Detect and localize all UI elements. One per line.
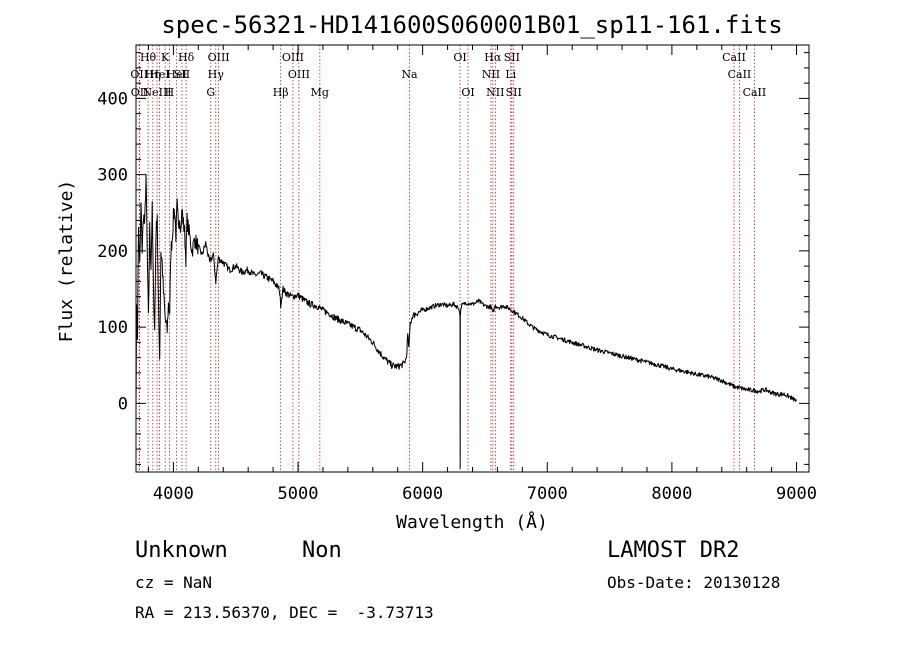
chart-title: spec-56321-HD141600S060001B01_sp11-161.f…	[161, 11, 782, 39]
line-label-10: Hδ	[178, 51, 195, 64]
line-label-8: HeI	[166, 68, 186, 81]
spectral-line-labels: OIIOIIHθHηNeIIIHeIKHHeISIIHδGHγOIIIHβOII…	[130, 51, 766, 99]
y-tick-label: 400	[97, 89, 128, 109]
line-label-24: Li	[505, 68, 516, 81]
spectrum-line	[135, 173, 797, 469]
line-label-26: SII	[506, 86, 522, 99]
subclass-label: Non	[302, 538, 342, 563]
line-label-1: OII	[131, 86, 149, 99]
spectral-line-markers	[138, 45, 755, 472]
line-label-9: SII	[174, 68, 190, 81]
line-label-27: CaII	[722, 51, 746, 64]
y-tick-label: 0	[118, 394, 128, 414]
class-label: Unknown	[135, 538, 228, 563]
line-label-19: OI	[453, 51, 466, 64]
y-axis-label: Flux (relative)	[56, 180, 77, 343]
line-label-4: NeIII	[142, 86, 171, 99]
x-axis-label: Wavelength (Å)	[396, 511, 548, 533]
y-tick-label: 200	[97, 242, 128, 262]
line-label-13: OIII	[208, 51, 230, 64]
survey-label: LAMOST DR2	[607, 538, 740, 563]
line-label-25: SII	[504, 51, 520, 64]
line-label-16: OIII	[288, 68, 310, 81]
line-label-23: NII	[486, 86, 504, 99]
line-label-15: OIII	[282, 51, 304, 64]
x-tick-label: 4000	[153, 484, 194, 504]
y-axis-ticks: 0 100 200 300 400	[97, 52, 809, 465]
plot-frame	[135, 44, 810, 473]
x-tick-label: 9000	[776, 484, 817, 504]
coordinates: RA = 213.56370, DEC = -3.73713	[135, 603, 434, 622]
line-label-28: CaII	[728, 68, 752, 81]
line-label-17: Mg	[311, 86, 329, 99]
line-label-3: Hη	[145, 68, 161, 81]
x-tick-label: 8000	[651, 484, 692, 504]
line-label-18: Na	[401, 68, 418, 81]
cz-value: cz = NaN	[135, 573, 213, 592]
x-tick-label: 5000	[278, 484, 319, 504]
y-tick-label: 100	[97, 318, 128, 338]
line-label-20: OI	[461, 86, 474, 99]
line-label-22: Hα	[484, 51, 502, 64]
line-label-12: Hγ	[208, 68, 225, 81]
x-axis-ticks: 4000 5000 6000 7000 8000 9000	[147, 45, 817, 504]
line-label-0: OII	[130, 68, 148, 81]
line-label-29: CaII	[743, 86, 767, 99]
line-label-2: Hθ	[140, 51, 157, 64]
line-label-5: HeI	[149, 68, 169, 81]
x-tick-label: 6000	[402, 484, 443, 504]
obs-date: Obs-Date: 20130128	[607, 573, 781, 592]
x-tick-label: 7000	[527, 484, 568, 504]
line-label-7: H	[165, 86, 175, 99]
spectrum-series	[135, 173, 797, 469]
y-tick-label: 300	[97, 166, 128, 186]
line-label-21: NII	[482, 68, 500, 81]
line-label-11: G	[206, 86, 215, 99]
line-label-14: Hβ	[273, 86, 289, 99]
line-label-6: K	[161, 51, 170, 64]
